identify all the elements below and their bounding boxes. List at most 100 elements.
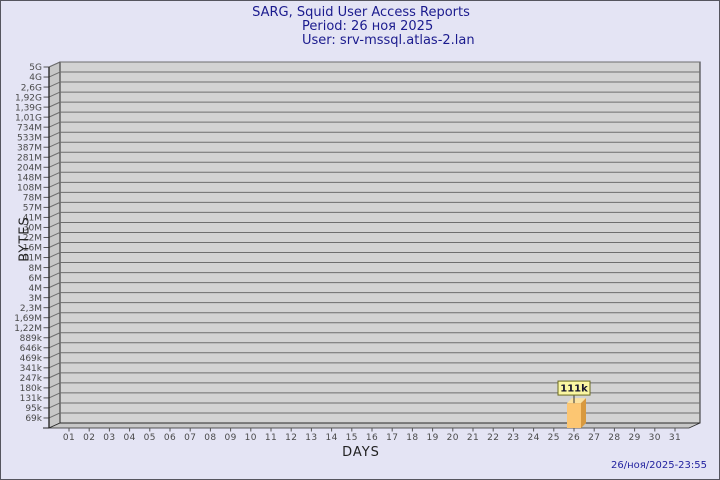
y-tick-label: 2,6G	[21, 83, 42, 93]
y-tick-label: 131k	[20, 394, 43, 404]
y-tick-label: 22M	[23, 234, 42, 244]
wall-grid-diagonal	[48, 332, 61, 339]
wall-grid-diagonal	[48, 121, 61, 128]
y-tick-label: 5G	[29, 63, 42, 73]
x-tick-label: 15	[346, 433, 358, 443]
wall-grid-diagonal	[48, 111, 61, 118]
y-tick-label: 11M	[23, 254, 42, 264]
x-tick-label: 30	[649, 433, 661, 443]
x-tick-label: 11	[265, 433, 277, 443]
wall-grid-diagonal	[48, 372, 61, 379]
x-tick-label: 13	[305, 433, 317, 443]
wall-grid-diagonal	[48, 352, 61, 359]
wall-grid-diagonal	[48, 392, 61, 399]
x-tick-label: 14	[325, 433, 337, 443]
bar-side-face	[581, 398, 586, 428]
x-tick-label: 20	[447, 433, 459, 443]
chart-title: SARG, Squid User Access Reports	[252, 5, 470, 20]
x-tick-label: 24	[527, 433, 539, 443]
wall-grid-diagonal	[48, 362, 61, 369]
wall-grid-diagonal	[48, 221, 61, 228]
y-tick-label: 1,92G	[15, 93, 42, 103]
wall-grid-diagonal	[48, 242, 61, 248]
wall-grid-diagonal	[48, 292, 61, 299]
y-tick-label: 4M	[29, 284, 43, 294]
y-tick-label: 69k	[25, 414, 42, 424]
y-tick-label: 57M	[23, 204, 42, 214]
x-tick-label: 22	[487, 433, 499, 443]
x-tick-label: 19	[426, 433, 438, 443]
wall-grid-diagonal	[48, 161, 61, 168]
y-tick-label: 78M	[23, 194, 42, 204]
y-tick-label: 148M	[17, 174, 42, 184]
user-label: User: srv-mssql.atlas-2.lan	[302, 33, 475, 48]
y-tick-label: 204M	[17, 163, 42, 173]
y-axis-title: BYTES	[17, 216, 33, 262]
wall-grid-diagonal	[48, 171, 61, 178]
period-label: Period: 26 ноя 2025	[302, 19, 434, 34]
x-tick-label: 01	[63, 433, 75, 443]
wall-grid-diagonal	[48, 91, 61, 98]
y-tick-label: 2,3M	[20, 304, 42, 314]
y-tick-label: 41M	[23, 214, 42, 224]
x-axis-title: DAYS	[342, 445, 380, 460]
y-tick-label: 533M	[17, 133, 42, 143]
wall-grid-diagonal	[48, 312, 61, 319]
x-tick-label: 10	[245, 433, 257, 443]
wall-grid-diagonal	[48, 322, 61, 329]
x-tick-label: 08	[204, 433, 216, 443]
wall-grid-diagonal	[48, 232, 61, 238]
x-tick-label: 04	[123, 433, 135, 443]
wall-grid-diagonal	[48, 81, 61, 88]
bar-top-face	[567, 398, 586, 404]
wall-grid-diagonal	[48, 412, 61, 419]
wall-grid-diagonal	[48, 382, 61, 389]
wall-grid-diagonal	[48, 131, 61, 138]
y-tick-label: 3M	[29, 294, 43, 304]
y-tick-label: 1,69M	[14, 314, 42, 324]
plot-floor	[48, 422, 701, 429]
wall-grid-diagonal	[48, 151, 61, 158]
x-tick-label: 28	[608, 433, 620, 443]
y-tick-label: 180k	[20, 384, 43, 394]
y-tick-label: 30M	[23, 224, 42, 234]
y-tick-label: 108M	[17, 184, 42, 194]
x-tick-label: 09	[224, 433, 236, 443]
y-tick-label: 6M	[29, 274, 43, 284]
wall-grid-diagonal	[48, 282, 61, 289]
y-tick-label: 734M	[17, 123, 42, 133]
wall-grid-diagonal	[48, 272, 61, 279]
x-tick-label: 12	[285, 433, 297, 443]
x-tick-label: 23	[507, 433, 519, 443]
wall-grid-diagonal	[48, 61, 61, 68]
wall-grid-diagonal	[48, 211, 61, 218]
wall-grid-diagonal	[48, 402, 61, 409]
y-tick-label: 646k	[20, 344, 43, 354]
y-tick-label: 247k	[20, 374, 43, 384]
y-tick-label: 387M	[17, 143, 42, 153]
wall-grid-diagonal	[48, 262, 61, 269]
x-tick-label: 26	[568, 433, 580, 443]
wall-grid-diagonal	[48, 141, 61, 148]
wall-grid-diagonal	[48, 342, 61, 349]
y-tick-label: 8M	[29, 264, 43, 274]
x-tick-label: 05	[144, 433, 156, 443]
x-tick-label: 29	[628, 433, 640, 443]
x-tick-label: 03	[103, 433, 115, 443]
y-tick-label: 281M	[17, 153, 42, 163]
y-tick-label: 16M	[23, 244, 42, 254]
y-tick-label: 889k	[20, 334, 43, 344]
bar-value-box	[557, 380, 591, 396]
y-tick-label: 4G	[29, 73, 42, 83]
y-tick-label: 95k	[25, 404, 42, 414]
x-tick-label: 21	[467, 433, 479, 443]
y-tick-label: 1,01G	[15, 113, 42, 123]
x-tick-label: 17	[386, 433, 398, 443]
y-tick-label: 1,39G	[15, 103, 42, 113]
wall-grid-diagonal	[48, 191, 61, 198]
wall-grid-diagonal	[48, 71, 61, 78]
x-tick-label: 07	[184, 433, 196, 443]
wall-grid-diagonal	[48, 101, 61, 108]
